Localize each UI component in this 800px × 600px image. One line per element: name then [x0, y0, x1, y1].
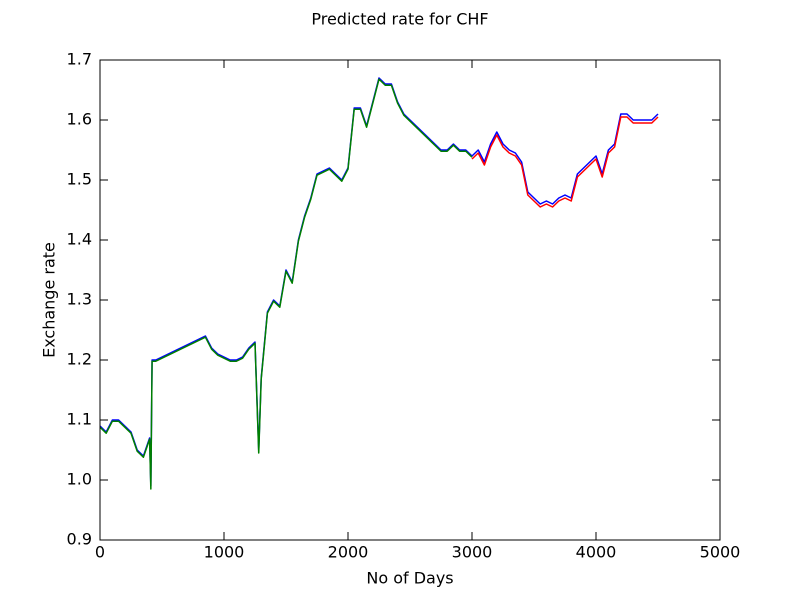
y-tick-label: 1.7 [67, 50, 92, 69]
x-tick-label: 0 [95, 543, 105, 562]
x-tick-label: 5000 [700, 543, 741, 562]
chart-title: Predicted rate for CHF [311, 10, 488, 29]
y-tick-label: 1.0 [67, 470, 92, 489]
y-axis-label: Exchange rate [40, 242, 59, 358]
y-tick-label: 0.9 [67, 530, 92, 549]
x-tick-label: 1000 [204, 543, 245, 562]
y-tick-label: 1.4 [67, 230, 92, 249]
x-tick-label: 3000 [452, 543, 493, 562]
y-tick-label: 1.2 [67, 350, 92, 369]
series-line [99, 78, 473, 490]
y-tick-label: 1.3 [67, 290, 92, 309]
x-tick-label: 4000 [576, 543, 617, 562]
y-tick-label: 1.6 [67, 110, 92, 129]
y-tick-label: 1.5 [67, 170, 92, 189]
x-axis-label: No of Days [366, 569, 453, 588]
y-tick-label: 1.1 [67, 410, 92, 429]
x-tick-label: 2000 [328, 543, 369, 562]
series-line [471, 116, 659, 208]
